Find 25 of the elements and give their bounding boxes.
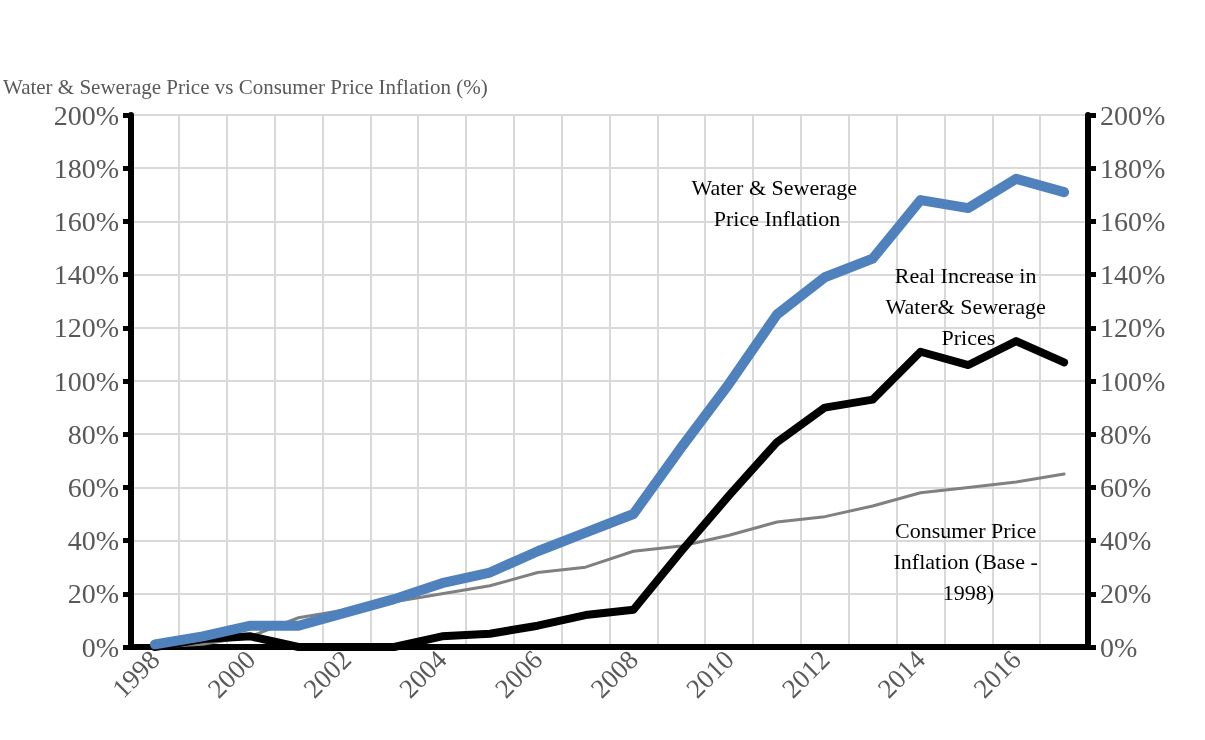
y2-tick-label: 60% [1100, 471, 1152, 503]
y2-tick-label: 120% [1100, 312, 1166, 344]
y-tick-label: 180% [53, 152, 119, 184]
y-tick-label: 100% [53, 365, 119, 397]
y-tick-label: 60% [67, 471, 119, 503]
y2-tick-label: 20% [1100, 578, 1152, 610]
y2-tick-label: 200% [1100, 99, 1166, 131]
y-axis-title: Water & Sewerage Price vs Consumer Price Inflation (%) [3, 74, 488, 99]
y-tick-label: 200% [53, 99, 119, 131]
y-tick-label: 140% [53, 259, 119, 291]
series-label: Consumer Price Inflation (Base - 1998) [893, 518, 1044, 606]
series-label: Water & Sewerage Price Inflation [691, 174, 863, 231]
y2-tick-label: 100% [1100, 365, 1166, 397]
y-tick-label: 80% [67, 418, 119, 450]
y2-tick-label: 40% [1100, 525, 1152, 557]
y2-tick-label: 160% [1100, 205, 1166, 237]
y2-tick-label: 140% [1100, 259, 1166, 291]
y2-tick-label: 0% [1100, 631, 1138, 663]
y2-tick-label: 180% [1100, 152, 1166, 184]
series-label: Real Increase in Water& Sewerage Prices [885, 263, 1052, 351]
y-tick-label: 120% [53, 312, 119, 344]
y2-tick-label: 80% [1100, 418, 1152, 450]
y-tick-label: 40% [67, 525, 119, 557]
y-tick-label: 20% [67, 578, 119, 610]
y-tick-label: 160% [53, 205, 119, 237]
